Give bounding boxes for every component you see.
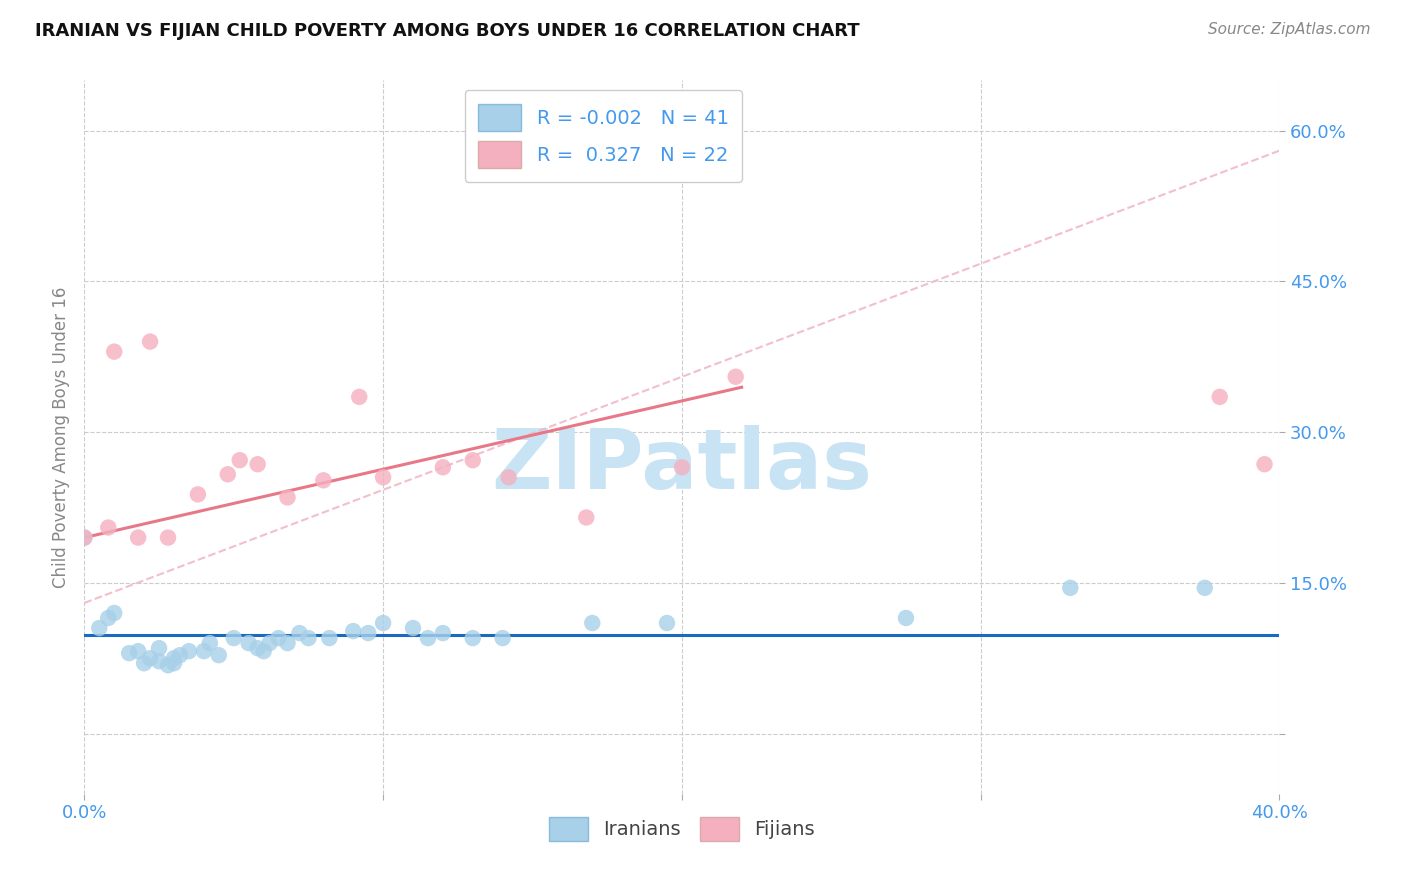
Point: [581, 615, 603, 630]
Point: [148, 641, 170, 656]
Point: [127, 644, 149, 658]
Text: Source: ZipAtlas.com: Source: ZipAtlas.com: [1208, 22, 1371, 37]
Point: [312, 473, 335, 487]
Point: [259, 636, 281, 650]
Y-axis label: Child Poverty Among Boys Under 16: Child Poverty Among Boys Under 16: [52, 286, 70, 588]
Point: [246, 457, 269, 471]
Point: [1209, 390, 1232, 404]
Point: [357, 626, 380, 640]
Point: [724, 369, 747, 384]
Point: [198, 636, 221, 650]
Point: [97, 520, 120, 534]
Point: [1059, 581, 1081, 595]
Text: ZIPatlas: ZIPatlas: [492, 425, 872, 506]
Point: [894, 611, 917, 625]
Point: [89, 621, 111, 635]
Point: [193, 644, 215, 658]
Point: [671, 460, 693, 475]
Point: [222, 631, 245, 645]
Point: [73, 531, 96, 545]
Point: [277, 636, 299, 650]
Point: [139, 334, 162, 349]
Point: [297, 631, 319, 645]
Point: [148, 654, 170, 668]
Point: [342, 624, 364, 638]
Point: [246, 641, 269, 656]
Point: [238, 636, 260, 650]
Point: [157, 531, 180, 545]
Point: [73, 531, 96, 545]
Point: [373, 470, 395, 484]
Point: [157, 658, 180, 673]
Point: [139, 651, 162, 665]
Point: [318, 631, 340, 645]
Point: [177, 644, 200, 658]
Point: [253, 644, 276, 658]
Point: [163, 657, 186, 671]
Point: [432, 460, 454, 475]
Point: [432, 626, 454, 640]
Point: [208, 648, 231, 663]
Point: [373, 615, 395, 630]
Point: [575, 510, 598, 524]
Point: [103, 606, 125, 620]
Point: [416, 631, 439, 645]
Point: [97, 611, 120, 625]
Point: [655, 615, 678, 630]
Point: [288, 626, 311, 640]
Point: [498, 470, 520, 484]
Point: [217, 467, 239, 482]
Point: [277, 491, 299, 505]
Text: IRANIAN VS FIJIAN CHILD POVERTY AMONG BOYS UNDER 16 CORRELATION CHART: IRANIAN VS FIJIAN CHILD POVERTY AMONG BO…: [35, 22, 860, 40]
Point: [228, 453, 252, 467]
Point: [267, 631, 290, 645]
Point: [349, 390, 371, 404]
Point: [461, 453, 484, 467]
Point: [132, 657, 156, 671]
Point: [127, 531, 149, 545]
Point: [163, 651, 186, 665]
Point: [1194, 581, 1216, 595]
Point: [402, 621, 425, 635]
Point: [1253, 457, 1275, 471]
Point: [169, 648, 191, 663]
Point: [118, 646, 141, 660]
Point: [103, 344, 125, 359]
Point: [461, 631, 484, 645]
Point: [187, 487, 209, 501]
Legend: Iranians, Fijians: Iranians, Fijians: [541, 809, 823, 848]
Point: [492, 631, 515, 645]
